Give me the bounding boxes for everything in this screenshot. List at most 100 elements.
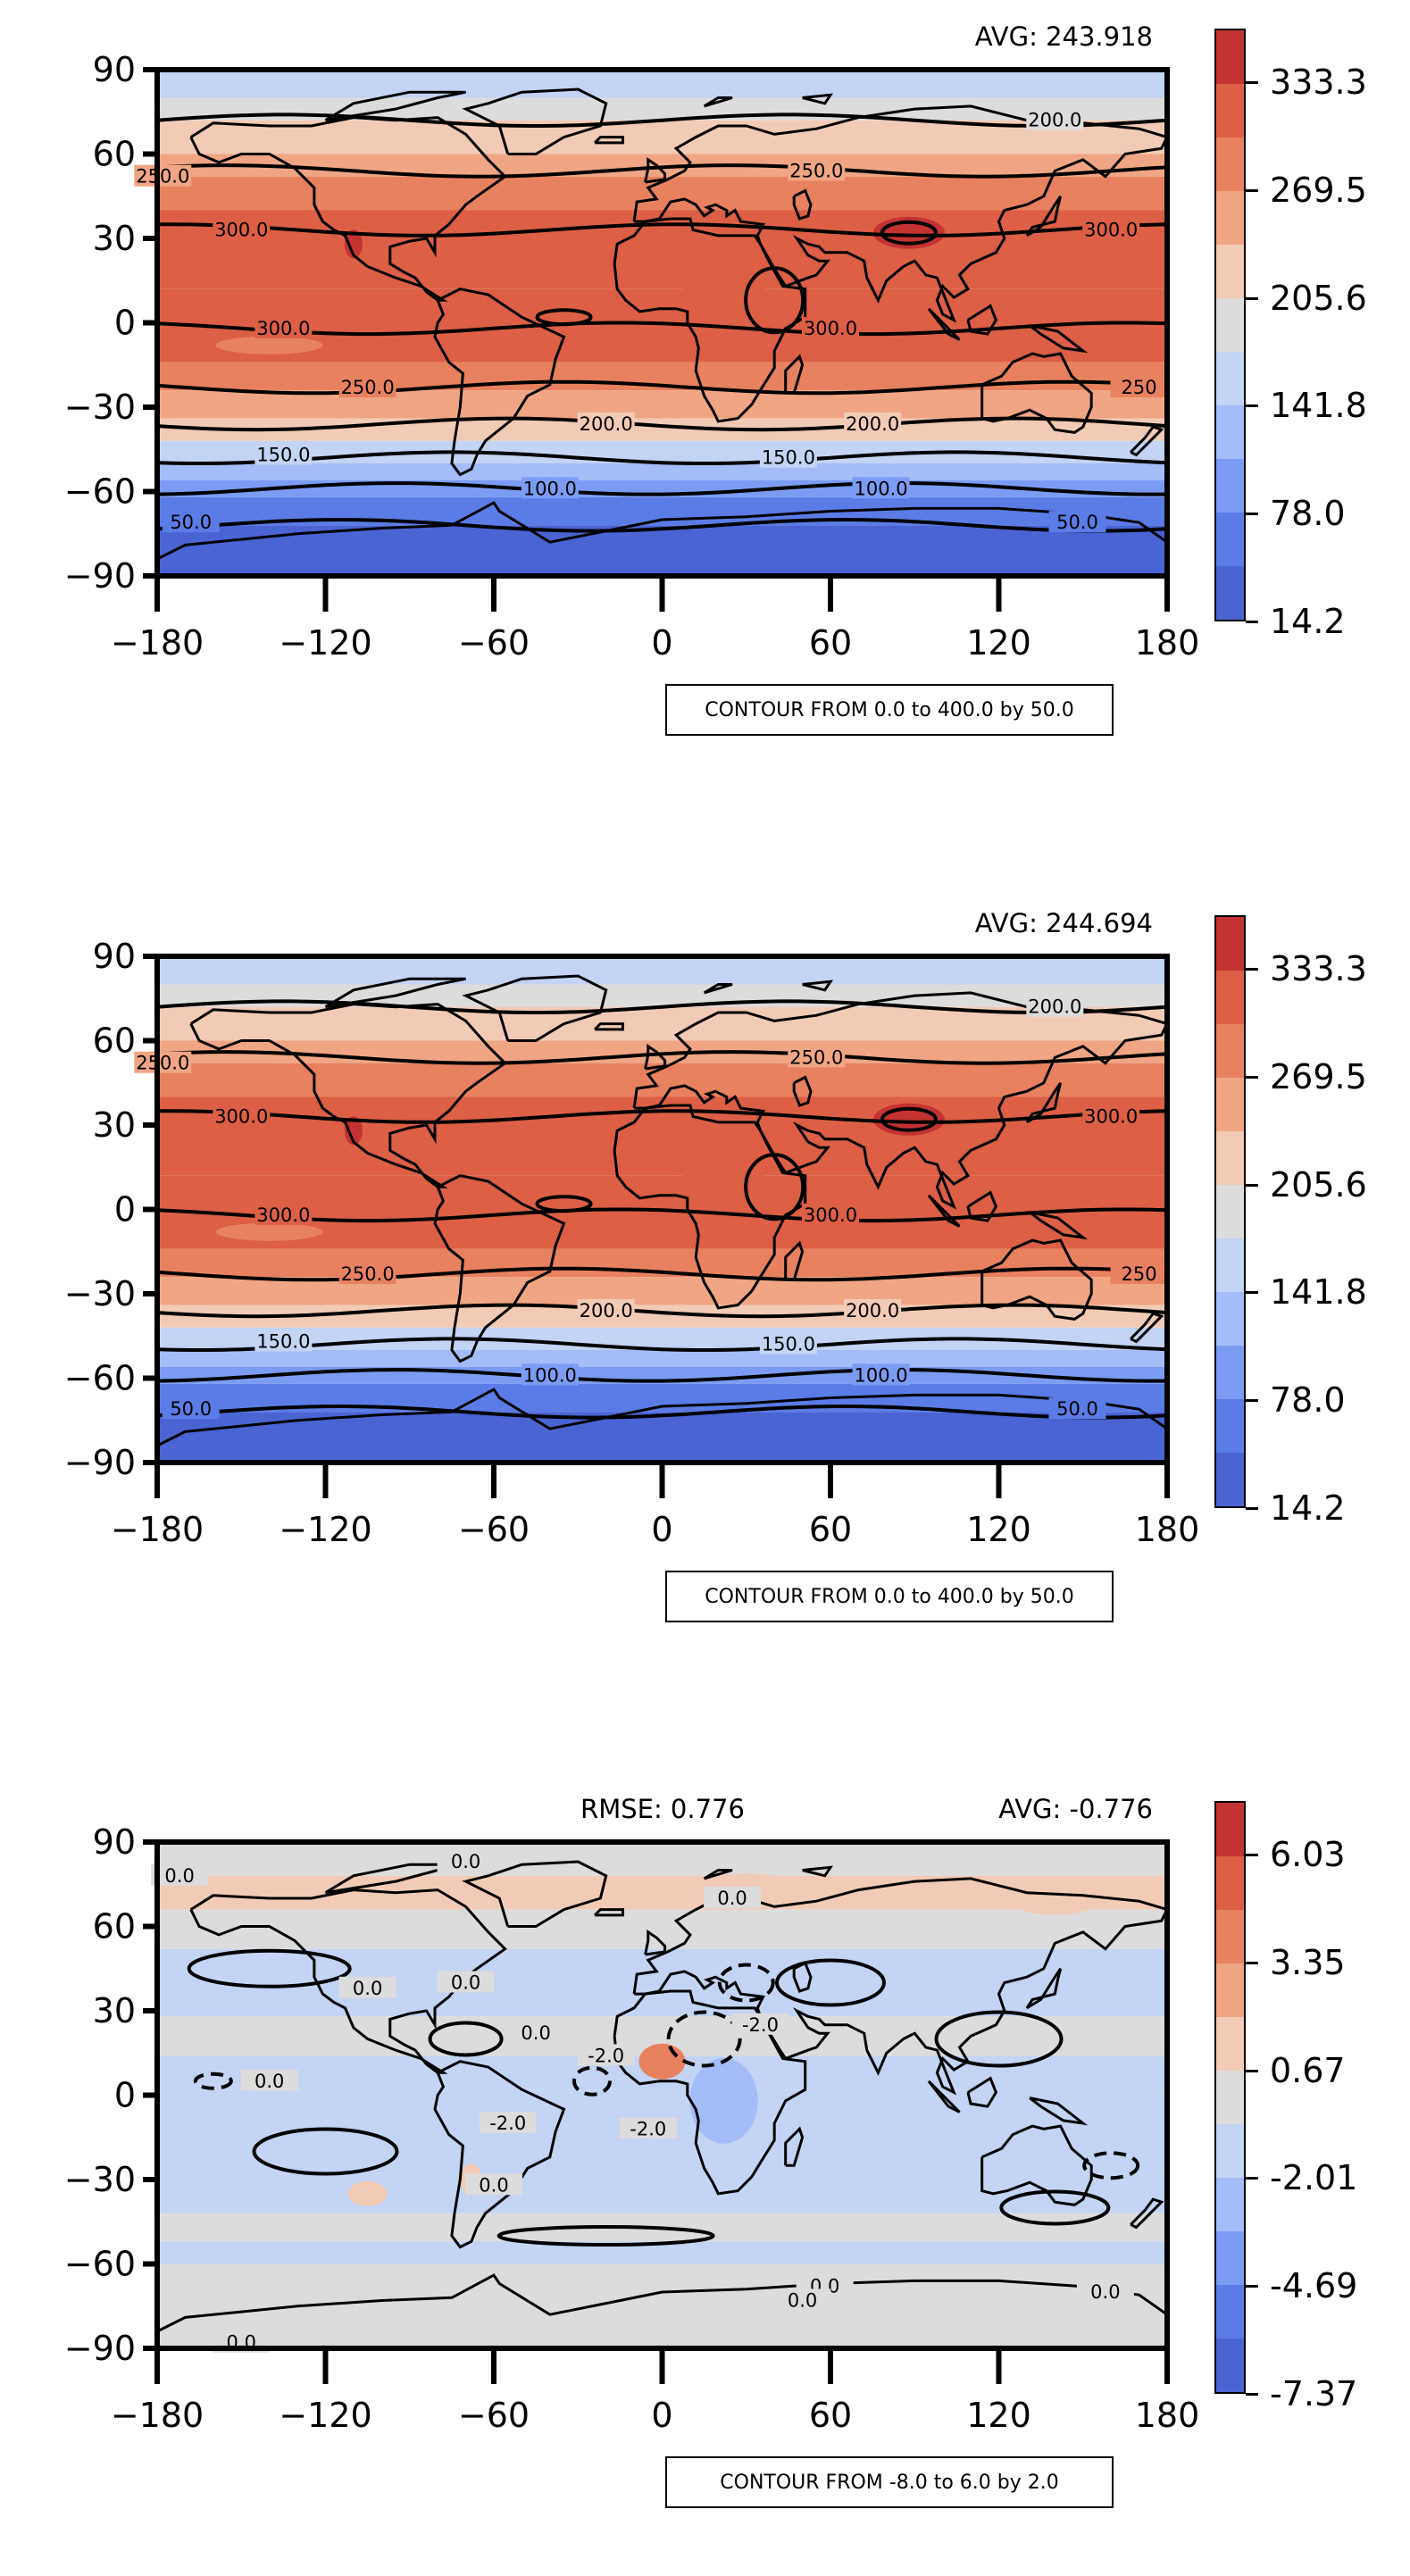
contour-label: 150.0	[762, 1334, 815, 1355]
contour-label-bg	[162, 1397, 220, 1420]
contour-label-bg	[1110, 1262, 1168, 1284]
contour-line	[157, 379, 1167, 396]
colorbar-segment	[1216, 352, 1244, 405]
colorbar-tick-label: 78.0	[1270, 1380, 1346, 1421]
contour-label: 50.0	[170, 1398, 212, 1420]
coastline	[927, 2080, 961, 2113]
colorbar-tick-label: 269.5	[1270, 170, 1367, 210]
y-tick-label: −30	[64, 388, 136, 427]
y-tick-label: 90	[93, 50, 136, 89]
colorbar-segment	[1216, 1910, 1244, 1963]
y-tick-label: 30	[93, 1105, 136, 1145]
coastline	[324, 977, 466, 1009]
contour-label-bg	[1082, 218, 1140, 240]
contour-label: 200.0	[580, 1300, 633, 1321]
colorbar-tick	[1246, 513, 1258, 516]
contour-label-bg	[254, 443, 313, 465]
coastline	[792, 1075, 813, 1107]
contour-label-bg	[479, 2112, 537, 2133]
contour-line	[744, 266, 805, 335]
colorbar-tick	[1246, 1507, 1258, 1510]
contour-line	[880, 1106, 938, 1132]
contour-label: 300.0	[804, 318, 857, 339]
map-panel-3: RMSE: 0.776 AVG: -0.776 0.0 0.0 0.0 0.0 0.0 0…	[0, 1772, 1410, 2576]
contour-label-bg	[213, 1105, 271, 1127]
colorbar-segment	[1216, 1803, 1244, 1856]
field-band	[157, 2173, 1167, 2213]
contour-label-bg	[254, 1203, 313, 1225]
colorbar-tick-label: 3.35	[1270, 1942, 1346, 1982]
y-tick-label: −60	[64, 472, 136, 512]
x-tick-label: 180	[1135, 1510, 1200, 1549]
coastline	[802, 980, 834, 992]
x-tick-label: 60	[809, 1510, 852, 1549]
map-plot: 0.0 0.0 0.0 0.0 0.0 0.0 0.0 -2.0 -2.0 -2.0 -2.0 0.0…	[64, 1822, 1199, 2435]
contour-line	[157, 1404, 1167, 1420]
y-tick-label: −90	[64, 1443, 136, 1482]
coastline	[644, 1929, 667, 1956]
contour-line	[157, 481, 1167, 496]
coastline	[703, 96, 733, 108]
coastline	[433, 1174, 566, 1363]
contour-line	[880, 220, 938, 246]
colorbar-segment	[1216, 2017, 1244, 2071]
colorbar-segment	[1216, 138, 1244, 191]
contour-line	[999, 2189, 1111, 2226]
colorbar	[1214, 29, 1246, 621]
ocean-band	[215, 336, 323, 354]
contour-line	[157, 1337, 1167, 1352]
contour-line	[157, 1266, 1167, 1282]
coastline	[157, 2273, 1167, 2333]
contour-label-bg	[577, 2044, 635, 2066]
contour-label-bg	[1026, 995, 1084, 1017]
contour-label-bg	[577, 412, 635, 434]
field-band	[157, 1175, 1167, 1249]
contour-line-dashed	[666, 2010, 742, 2068]
contour-label: 300.0	[214, 220, 268, 241]
coastline	[594, 1022, 624, 1031]
contour-label-bg	[134, 164, 192, 187]
coastlines	[157, 1860, 1167, 2333]
contour-line-dashed	[1082, 2151, 1140, 2180]
contour-label-bg	[802, 316, 859, 338]
contour-line	[157, 999, 1167, 1014]
avg-stat: AVG: -0.776	[998, 1794, 1153, 1824]
field-band	[157, 288, 1167, 363]
colorbar-segment	[1216, 1292, 1244, 1346]
field-band	[157, 154, 1167, 177]
colorbar-tick	[1246, 1291, 1258, 1295]
x-tick-label: 120	[966, 623, 1031, 663]
contour-line	[157, 1207, 1167, 1223]
y-tick-label: 60	[93, 135, 136, 174]
y-tick-label: 0	[114, 1190, 136, 1230]
y-tick-label: −30	[64, 1274, 136, 1313]
colorbar-segment	[1216, 1024, 1244, 1078]
coastline	[462, 88, 608, 155]
contour-label: 0.0	[353, 1978, 382, 1999]
colorbar	[1214, 915, 1246, 1508]
contour-label-bg	[213, 218, 271, 240]
contour-label-bg	[759, 446, 817, 468]
field-band	[157, 390, 1167, 419]
contour-label-bg	[151, 1863, 209, 1886]
y-tick-label: 30	[93, 219, 136, 258]
field-band	[157, 956, 1167, 985]
contour-label-bg	[773, 2288, 831, 2311]
contour-label-bg	[759, 1332, 817, 1355]
colorbar-tick	[1246, 2069, 1258, 2072]
contour-label: -2.0	[630, 2118, 666, 2139]
map-panel-1: AVG: 243.918 200.0 250.0 250.0 300.0 300.0 30…	[0, 0, 1410, 804]
contour-label-bg	[852, 1363, 910, 1386]
contour-label-bg	[844, 1298, 902, 1321]
colorbar-tick-label: 14.2	[1270, 1488, 1346, 1528]
coastline	[1025, 195, 1063, 238]
contour-label: 0.0	[1090, 2281, 1120, 2303]
colorbar-segment	[1216, 405, 1244, 459]
contour-line-dashed	[717, 1963, 775, 2003]
colorbar-tick	[1246, 1961, 1258, 1964]
contour-label-bg	[254, 1330, 313, 1352]
colorbar-segment	[1216, 1185, 1244, 1238]
x-tick-label: 0	[651, 623, 672, 663]
colorbar-tick-label: -2.01	[1270, 2158, 1358, 2198]
coastline	[966, 2076, 998, 2108]
